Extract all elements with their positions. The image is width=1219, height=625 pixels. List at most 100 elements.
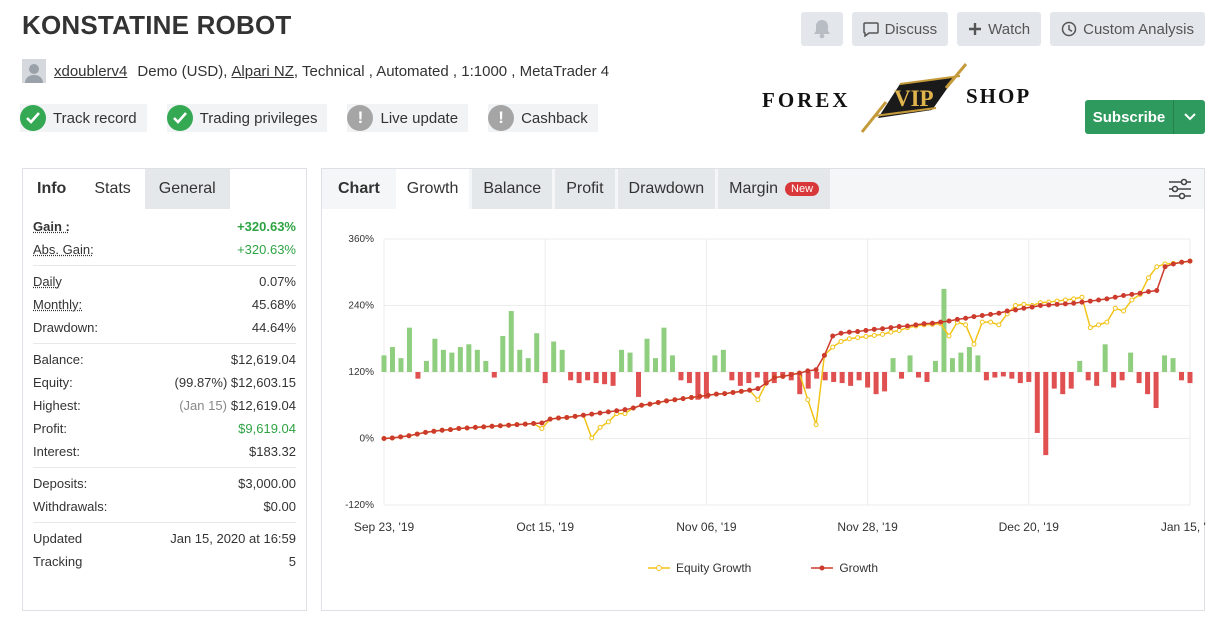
balance-label: Balance: — [33, 352, 84, 367]
daily-change-bar — [805, 372, 811, 389]
daily-change-bar — [593, 372, 599, 384]
deposits-value: $3,000.00 — [238, 476, 296, 491]
badge-label: Trading privileges — [199, 109, 318, 127]
growth-point — [1087, 298, 1093, 304]
equity-growth-point — [846, 336, 852, 342]
account-details: , Technical , Automated , 1:1000 , MetaT… — [293, 62, 610, 80]
daily-change-bar — [932, 360, 938, 372]
growth-point — [1187, 258, 1193, 264]
settings-sliders-icon[interactable] — [1168, 178, 1192, 200]
daily-change-bar — [610, 372, 616, 386]
abs-gain-label[interactable]: Abs. Gain: — [33, 242, 94, 257]
daily-label[interactable]: Daily — [33, 274, 62, 289]
subscribe-button[interactable]: Subscribe — [1085, 100, 1205, 134]
daily-change-bar — [797, 372, 803, 395]
subscribe-dropdown[interactable] — [1173, 100, 1205, 134]
highest-date: (Jan 15) — [179, 398, 227, 413]
watch-button[interactable]: Watch — [957, 12, 1042, 46]
badge-cashback[interactable]: ! Cashback — [488, 104, 598, 132]
y-tick-label: -120% — [345, 500, 374, 511]
growth-point — [946, 318, 952, 324]
tab-margin[interactable]: Margin New — [718, 169, 831, 209]
profit-value: $9,619.04 — [238, 421, 296, 436]
badge-live-update[interactable]: ! Live update — [347, 104, 469, 132]
daily-change-bar — [873, 372, 879, 395]
equity-growth-point — [830, 344, 836, 350]
notify-button[interactable] — [800, 12, 843, 46]
growth-point — [1079, 299, 1085, 305]
daily-change-bar — [1102, 344, 1108, 372]
legend-growth[interactable]: Growth — [811, 561, 878, 575]
daily-change-bar — [1077, 360, 1083, 372]
growth-point — [772, 375, 778, 381]
highest-row: Highest: (Jan 15) $12,619.04 — [33, 394, 296, 417]
growth-point — [506, 422, 512, 428]
legend-equity[interactable]: Equity Growth — [647, 561, 751, 575]
daily-change-bar — [949, 358, 955, 372]
abs-gain-value: +320.63% — [237, 242, 296, 257]
top-actions: Discuss Watch Custom Analysis — [800, 12, 1205, 46]
daily-change-bar — [848, 372, 854, 386]
user-link[interactable]: xdoublerv4 — [54, 62, 128, 80]
growth-point — [838, 330, 844, 336]
interest-label: Interest: — [33, 444, 80, 459]
y-tick-label: 120% — [348, 367, 374, 378]
tab-drawdown[interactable]: Drawdown — [617, 169, 716, 209]
subscribe-label[interactable]: Subscribe — [1092, 108, 1166, 126]
divider — [33, 343, 296, 344]
growth-point — [863, 327, 869, 333]
daily-change-bar — [644, 338, 650, 372]
equity-value: $12,603.15 — [230, 375, 296, 390]
equity-growth-point — [1121, 308, 1127, 314]
tab-info[interactable]: Info — [23, 169, 81, 209]
daily-change-bar — [661, 327, 667, 372]
discuss-label: Discuss — [884, 20, 938, 38]
equity-row: Equity: (99.87%) $12,603.15 — [33, 371, 296, 394]
equity-growth-point — [805, 397, 811, 403]
badge-track-record[interactable]: Track record — [20, 104, 147, 132]
daily-change-bar — [1026, 372, 1032, 382]
drawdown-row: Drawdown: 44.64% — [33, 316, 296, 339]
growth-point — [614, 408, 620, 414]
growth-point — [439, 427, 445, 433]
broker-link[interactable]: Alpari NZ — [231, 62, 294, 80]
daily-change-bar — [406, 327, 412, 372]
daily-change-bar — [1085, 372, 1091, 381]
chevron-down-icon — [1183, 113, 1196, 121]
daily-change-bar — [1170, 358, 1176, 372]
daily-change-bar — [669, 355, 675, 372]
monthly-label[interactable]: Monthly: — [33, 297, 83, 312]
tab-general[interactable]: General — [144, 169, 230, 209]
tracking-row: Tracking 5 — [33, 550, 296, 573]
daily-change-bar — [559, 349, 565, 372]
growth-point — [979, 312, 985, 318]
growth-point — [1071, 300, 1077, 306]
badge-label: Track record — [53, 109, 137, 127]
growth-point — [572, 413, 578, 419]
gain-label[interactable]: Gain : — [33, 219, 70, 234]
daily-change-bar — [1094, 372, 1100, 386]
gain-row: Gain : +320.63% — [33, 215, 296, 238]
divider — [33, 467, 296, 468]
tab-stats[interactable]: Stats — [80, 169, 145, 209]
growth-point — [531, 421, 537, 427]
growth-point — [954, 316, 960, 322]
badge-trading-privileges[interactable]: Trading privileges — [166, 104, 328, 132]
growth-point — [1112, 294, 1118, 300]
tab-profit[interactable]: Profit — [555, 169, 615, 209]
discuss-button[interactable]: Discuss — [851, 12, 949, 46]
custom-analysis-button[interactable]: Custom Analysis — [1050, 12, 1205, 46]
daily-change-bar — [483, 360, 489, 372]
daily-change-bar — [1187, 372, 1193, 384]
growth-point — [672, 397, 678, 403]
tab-growth[interactable]: Growth — [395, 169, 470, 209]
growth-point — [389, 435, 395, 441]
badge-label: Live update — [380, 109, 459, 127]
exclamation-icon: ! — [488, 105, 515, 131]
growth-point — [888, 325, 894, 331]
chart-panel: Chart Growth Balance Profit Drawdown Mar… — [321, 168, 1206, 611]
withdrawals-label: Withdrawals: — [33, 499, 108, 514]
check-icon — [166, 105, 193, 131]
daily-change-bar — [686, 372, 692, 384]
tab-balance[interactable]: Balance — [472, 169, 553, 209]
